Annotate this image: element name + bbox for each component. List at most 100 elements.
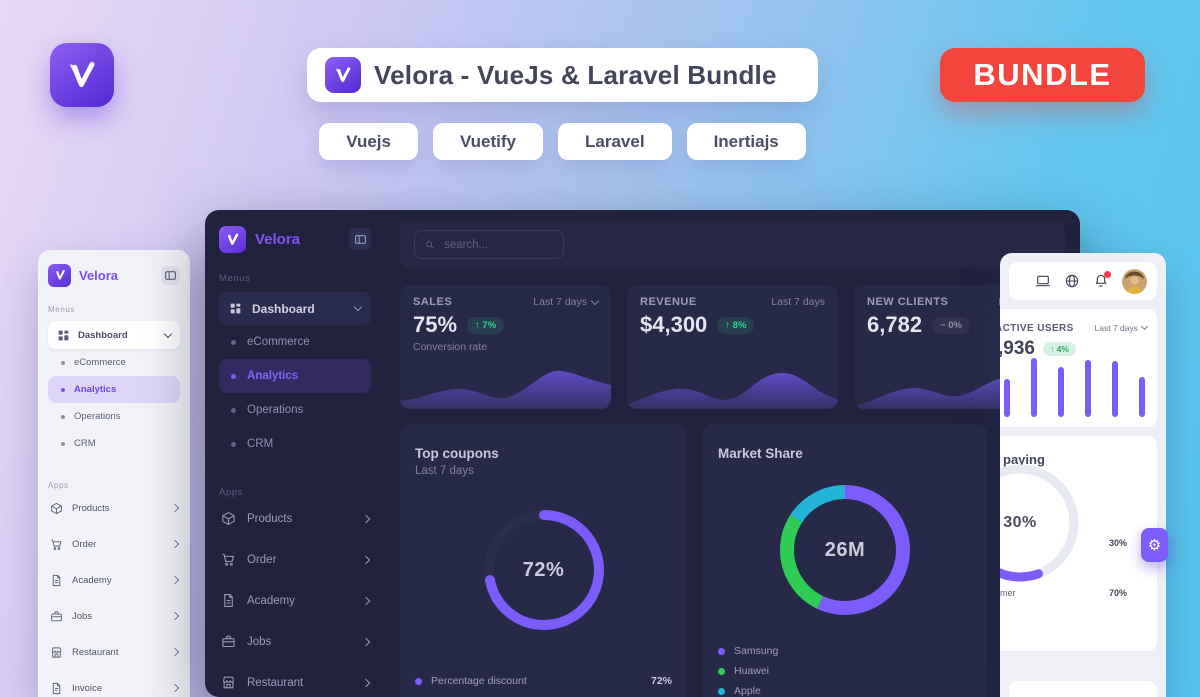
donut-center-label: 30%	[1003, 514, 1037, 531]
sidebar-item-label: eCommerce	[247, 336, 310, 348]
bar	[1112, 361, 1118, 417]
sidebar-item-label: Products	[247, 512, 293, 525]
period-dropdown[interactable]: Last 7 days	[1095, 322, 1149, 333]
sidebar-item-restaurant[interactable]: Restaurant	[219, 662, 371, 697]
dark-main-area: SALES Last 7 days 75% ↑ 7% Conversion ra…	[385, 210, 1080, 697]
donut-center-label: 72%	[522, 558, 565, 581]
card-title: paying	[1003, 452, 1045, 467]
cart-icon	[222, 553, 235, 566]
menus-section-label: Menus	[48, 305, 76, 314]
velora-logo-small	[325, 57, 361, 93]
sidebar-item-restaurant[interactable]: Restaurant	[48, 634, 180, 670]
sidebar-item-label: Analytics	[247, 370, 299, 382]
legend-label: mer	[1000, 588, 1016, 598]
sidebar-item-operations[interactable]: Operations	[219, 393, 371, 427]
sidebar-item-invoice[interactable]: Invoice	[48, 670, 180, 697]
sidebar-item-products[interactable]: Products	[48, 490, 180, 526]
bundle-badge: BUNDLE	[940, 48, 1145, 102]
avatar[interactable]	[1122, 268, 1147, 294]
sidebar-item-label: Academy	[247, 594, 295, 607]
sidebar-item-dashboard[interactable]: Dashboard	[219, 292, 371, 325]
period-dropdown[interactable]: Last 7 days	[533, 296, 600, 308]
chevron-right-icon	[170, 503, 180, 513]
sidebar-item-analytics[interactable]: Analytics	[48, 376, 180, 403]
sidebar-item-order[interactable]: Order	[48, 526, 180, 562]
stat-value: $4,300	[640, 312, 708, 337]
sidebar-item-ecommerce[interactable]: eCommerce	[48, 349, 180, 376]
chevron-right-icon	[361, 596, 371, 605]
sidebar-item-label: Restaurant	[247, 676, 304, 689]
bar	[1004, 378, 1010, 417]
sidebar-item-jobs[interactable]: Jobs	[48, 598, 180, 634]
sidebar-item-crm[interactable]: CRM	[219, 427, 371, 461]
stat-label: ACTIVE USERS	[1000, 323, 1074, 334]
sidebar-item-academy[interactable]: Academy	[219, 580, 371, 621]
legend-dot	[718, 667, 725, 675]
sidebar-item-order[interactable]: Order	[219, 539, 371, 580]
sidebar-item-label: Order	[72, 538, 97, 550]
card-subtitle: Last 7 days	[415, 465, 474, 477]
globe-icon[interactable]	[1064, 273, 1080, 289]
document-icon	[224, 594, 233, 607]
bar	[1139, 377, 1145, 417]
sidebar-item-crm[interactable]: CRM	[48, 430, 180, 457]
delta-badge: − 0%	[932, 316, 970, 334]
sidebar-item-label: CRM	[74, 438, 96, 449]
card-title: Top coupons	[415, 446, 499, 461]
chevron-right-icon	[361, 555, 371, 564]
top-navbar	[400, 221, 1065, 268]
sidebar-item-label: Dashboard	[78, 329, 128, 341]
sidebar-item-academy[interactable]: Academy	[48, 562, 180, 598]
sidebar-item-jobs[interactable]: Jobs	[219, 621, 371, 662]
active-users-bar-chart	[1004, 355, 1145, 417]
notifications-button[interactable]	[1093, 271, 1111, 289]
search-input[interactable]	[442, 237, 553, 252]
tag-vuejs: Vuejs	[319, 123, 418, 160]
sidebar-item-label: Academy	[72, 574, 112, 586]
notification-dot	[1104, 271, 1111, 278]
velora-logo-small	[219, 225, 246, 253]
legend-dot	[718, 647, 725, 655]
sidebar-item-label: Order	[247, 553, 277, 566]
settings-gear-button[interactable]: ⚙	[1141, 528, 1168, 562]
legend-item: Fixed card discount 18%	[415, 693, 672, 697]
v-logo-icon	[70, 61, 95, 87]
sidebar-item-dashboard[interactable]: Dashboard	[48, 321, 180, 349]
sidebar-collapse-button[interactable]	[349, 228, 371, 250]
legend-label: Percentage discount	[431, 675, 527, 687]
sidebar-item-label: Dashboard	[252, 301, 315, 316]
sidebar-item-label: Operations	[247, 404, 304, 416]
bullet-dot	[61, 387, 65, 392]
legend-label: Samsung	[734, 645, 779, 657]
light-top-navbar	[1009, 262, 1157, 300]
brand-name: Velora	[255, 230, 301, 248]
document-icon	[52, 574, 61, 586]
sidebar-collapse-button[interactable]	[161, 265, 180, 285]
legend-item: Huawei	[718, 661, 972, 681]
dashboard-grid-icon	[58, 330, 69, 340]
chevron-down-icon	[590, 296, 600, 305]
market-share-donut-chart: 26M	[766, 471, 924, 629]
chevron-right-icon	[170, 539, 180, 549]
chevron-down-icon	[353, 302, 363, 312]
legend-label: Apple	[734, 685, 761, 697]
delta-badge: ↑ 7%	[467, 316, 505, 334]
velora-logo-small	[48, 263, 71, 287]
sidebar-item-products[interactable]: Products	[219, 498, 371, 539]
page-title: Velora - VueJs & Laravel Bundle	[374, 59, 777, 90]
sidebar-item-analytics[interactable]: Analytics	[219, 359, 371, 393]
sidebar-item-label: Operations	[74, 411, 121, 422]
stat-subtitle: Conversion rate	[413, 341, 488, 353]
laptop-icon[interactable]	[1035, 273, 1051, 289]
chevron-down-icon	[163, 329, 173, 338]
search-box[interactable]	[414, 230, 564, 259]
revenue-card: REVENUE Last 7 days $4,300 ↑ 8%	[627, 285, 838, 409]
sidebar-item-ecommerce[interactable]: eCommerce	[219, 325, 371, 359]
sidebar-item-operations[interactable]: Operations	[48, 403, 180, 430]
legend-item: 30%	[1002, 538, 1127, 548]
sidebar-item-label: Restaurant	[72, 646, 119, 658]
stat-label: REVENUE	[640, 296, 697, 308]
sidebar-item-label: Jobs	[247, 635, 272, 648]
stats-row: SALES Last 7 days 75% ↑ 7% Conversion ra…	[400, 285, 1065, 409]
